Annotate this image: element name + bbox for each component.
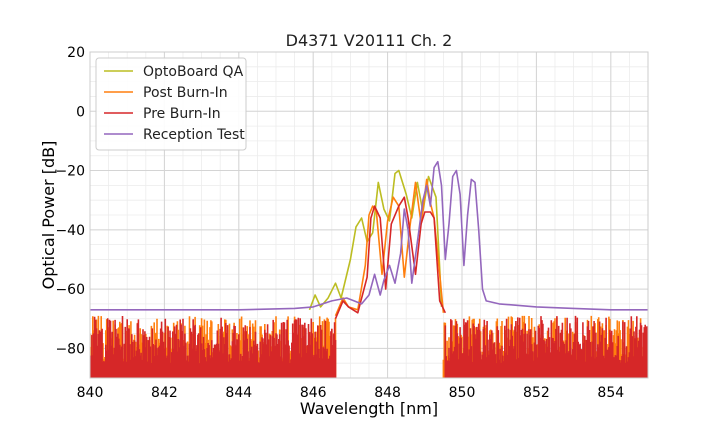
plot-area: [90, 160, 648, 378]
series-line-pre-burn-in: [334, 196, 447, 320]
x-axis-title: Wavelength [nm]: [300, 399, 438, 418]
y-axis-title: Optical Power [dB]: [39, 141, 58, 290]
chart-title: D4371 V20111 Ch. 2: [286, 31, 453, 50]
x-tick-label: 854: [597, 385, 624, 401]
legend-label-post-burn-in: Post Burn-In: [143, 85, 228, 101]
x-tick-label: 846: [300, 385, 327, 401]
y-tick-label: −20: [55, 164, 85, 180]
noise-bars: [90, 315, 648, 378]
legend-box: [95, 57, 247, 151]
legend-label-optoboard-qa: OptoBoard QA: [143, 64, 244, 80]
x-tick-label: 850: [449, 385, 476, 401]
x-tick-labels: 840 842 844 846 848 850 852 854: [77, 385, 625, 401]
x-tick-label: 848: [374, 385, 401, 401]
legend-label-pre-burn-in: Pre Burn-In: [143, 106, 221, 122]
y-tick-label: −80: [55, 341, 85, 357]
y-tick-labels: −80 −60 −40 −20 0 20: [55, 45, 85, 357]
noise-pre-burn-in: [90, 315, 648, 378]
y-tick-label: 20: [67, 45, 85, 61]
x-tick-label: 852: [523, 385, 550, 401]
series-line-reception-test: [90, 160, 648, 311]
x-tick-label: 844: [225, 385, 252, 401]
x-tick-label: 842: [151, 385, 178, 401]
legend-label-reception-test: Reception Test: [143, 127, 245, 143]
y-tick-label: 0: [76, 104, 85, 120]
y-tick-label: −60: [55, 282, 85, 298]
y-tick-label: −40: [55, 223, 85, 239]
legend: OptoBoard QA Post Burn-In Pre Burn-In Re…: [95, 57, 247, 151]
plot-frame: [89, 51, 649, 379]
x-tick-label: 840: [77, 385, 104, 401]
